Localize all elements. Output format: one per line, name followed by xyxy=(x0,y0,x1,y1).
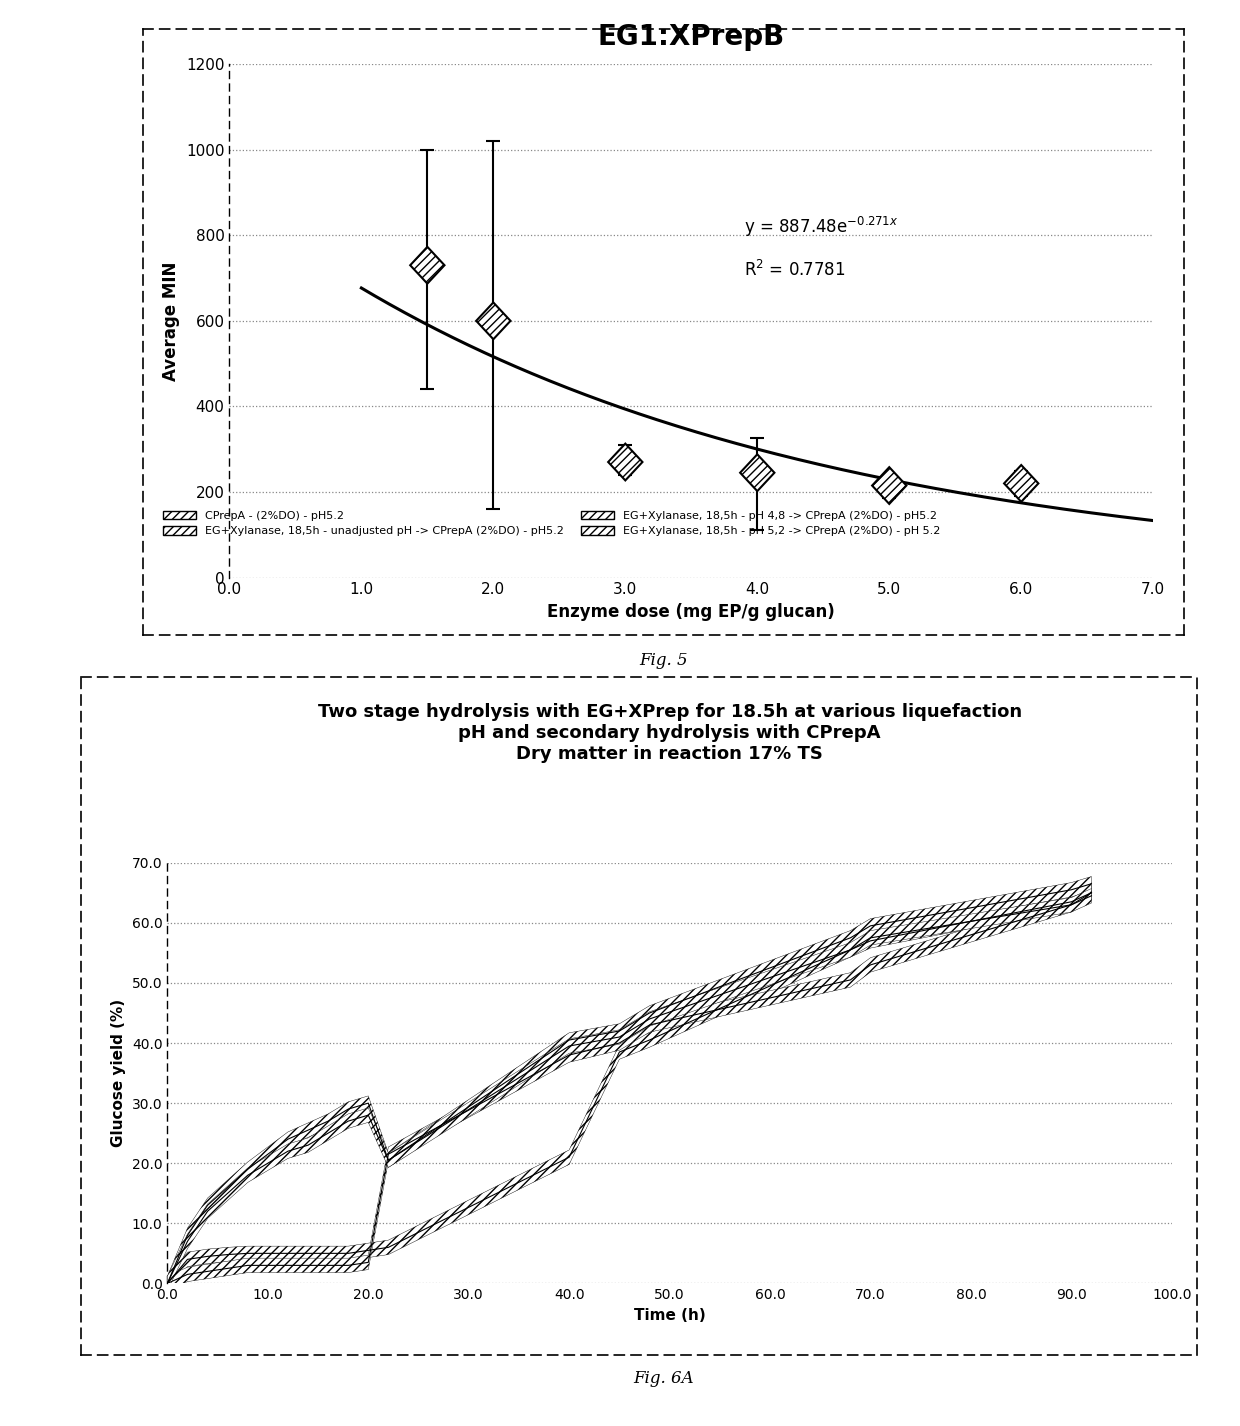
Title: Two stage hydrolysis with EG+XPrep for 18.5h at various liquefaction
pH and seco: Two stage hydrolysis with EG+XPrep for 1… xyxy=(317,703,1022,763)
Text: R$^{2}$ = 0.7781: R$^{2}$ = 0.7781 xyxy=(744,260,846,279)
Polygon shape xyxy=(410,247,444,284)
Polygon shape xyxy=(740,455,775,491)
Polygon shape xyxy=(608,443,642,481)
X-axis label: Time (h): Time (h) xyxy=(634,1308,706,1323)
Y-axis label: Glucose yield (%): Glucose yield (%) xyxy=(112,1000,126,1147)
Legend: CPrepA - (2%DO) - pH5.2, EG+Xylanase, 18,5h - unadjusted pH -> CPrepA (2%DO) - p: CPrepA - (2%DO) - pH5.2, EG+Xylanase, 18… xyxy=(162,511,940,536)
Y-axis label: Average MIN: Average MIN xyxy=(162,261,181,381)
Text: y = 887.48e$^{-0.271x}$: y = 887.48e$^{-0.271x}$ xyxy=(744,215,899,238)
X-axis label: Enzyme dose (mg EP/g glucan): Enzyme dose (mg EP/g glucan) xyxy=(547,603,836,620)
Polygon shape xyxy=(476,302,511,339)
Polygon shape xyxy=(1004,465,1038,502)
Text: Fig. 6A: Fig. 6A xyxy=(634,1370,693,1387)
Text: Fig. 5: Fig. 5 xyxy=(639,652,688,669)
Title: EG1:XPrepB: EG1:XPrepB xyxy=(598,23,785,51)
Polygon shape xyxy=(872,468,906,503)
